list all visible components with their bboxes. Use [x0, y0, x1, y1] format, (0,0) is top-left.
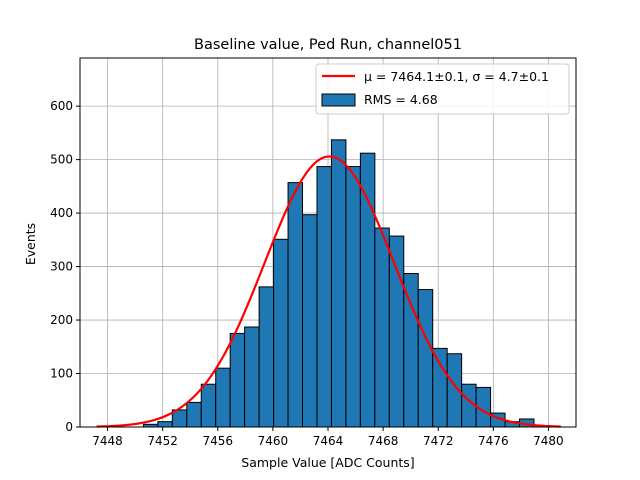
x-tick-label: 7448	[92, 434, 123, 448]
x-tick-label: 7472	[423, 434, 454, 448]
histogram-bar	[359, 152, 376, 428]
y-tick-label: 600	[50, 99, 73, 113]
gaussian-fit-line	[96, 155, 561, 428]
histogram-bar	[374, 227, 390, 428]
x-tick-label: 7456	[203, 434, 234, 448]
histogram-bar	[229, 332, 246, 428]
x-tick-label: 7452	[147, 434, 178, 448]
histogram-bars	[142, 139, 535, 428]
histogram-bar	[330, 139, 347, 428]
legend-fit-label: μ = 7464.1±0.1, σ = 4.7±0.1	[364, 69, 549, 84]
y-tick-label: 200	[50, 313, 73, 327]
y-tick-label: 100	[50, 367, 73, 381]
legend-box	[315, 63, 570, 115]
x-tick-label: 7460	[258, 434, 289, 448]
legend: μ = 7464.1±0.1, σ = 4.7±0.1 RMS = 4.68	[315, 63, 570, 115]
chart-title: Baseline value, Ped Run, channel051	[194, 37, 462, 53]
y-axis-ticks: 0 100 200 300 400 500 600	[50, 99, 80, 434]
x-axis-ticks: 7448 7452 7456 7460 7464 7468 7472 7476 7480	[92, 427, 564, 448]
histogram-bar	[215, 367, 231, 428]
legend-hist-swatch	[321, 93, 356, 107]
y-tick-label: 300	[50, 260, 73, 274]
x-tick-label: 7476	[478, 434, 509, 448]
histogram-bar	[287, 182, 304, 428]
y-tick-label: 400	[50, 206, 73, 220]
histogram-bar	[157, 421, 173, 428]
legend-hist-label: RMS = 4.68	[364, 92, 438, 107]
y-tick-label: 500	[50, 153, 73, 167]
histogram-bar	[388, 235, 405, 428]
histogram-bar	[316, 166, 332, 428]
x-tick-label: 7480	[533, 434, 564, 448]
gaussian-fit	[96, 155, 561, 428]
histogram-bar	[432, 347, 448, 428]
y-axis-label: Events	[23, 223, 38, 265]
histogram-bar	[186, 401, 202, 428]
y-tick-label: 0	[65, 420, 73, 434]
x-tick-label: 7468	[368, 434, 399, 448]
histogram-bar	[345, 166, 361, 428]
histogram-bar	[417, 289, 434, 428]
histogram-bar	[244, 326, 260, 428]
x-tick-label: 7464	[313, 434, 344, 448]
histogram-bar	[273, 238, 289, 428]
x-axis-label: Sample Value [ADC Counts]	[241, 455, 414, 470]
histogram-bar	[258, 286, 275, 428]
histogram-bar	[302, 214, 318, 428]
histogram-bar	[200, 383, 217, 428]
histogram-bar	[403, 273, 419, 428]
